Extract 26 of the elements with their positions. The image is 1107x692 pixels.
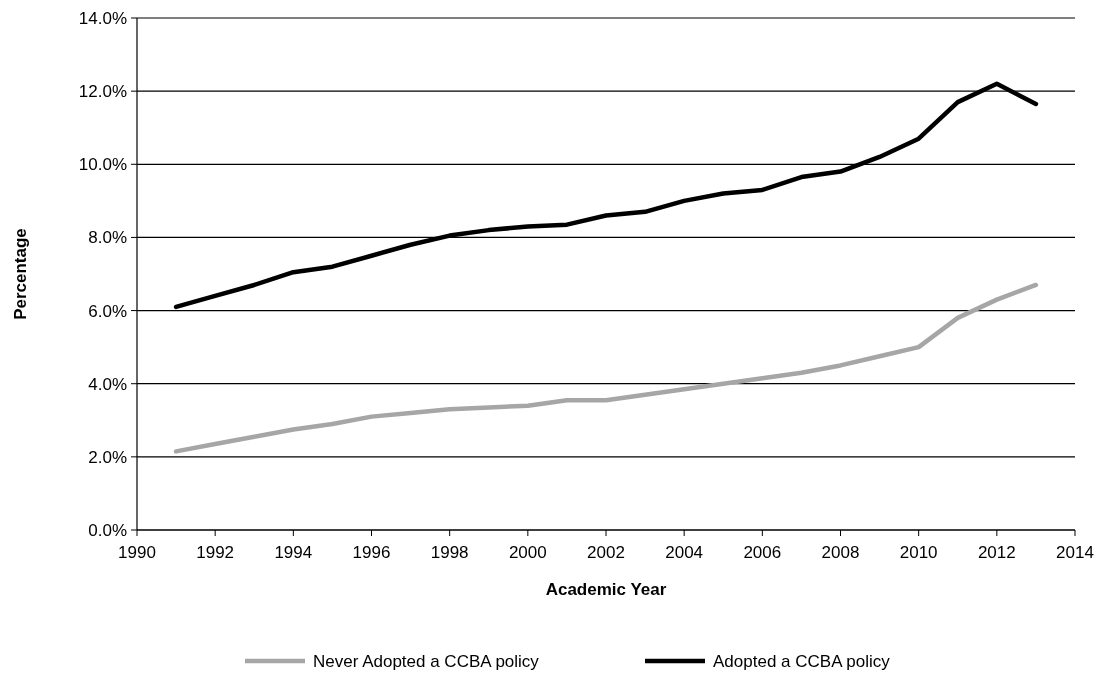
y-tick-label: 12.0% (78, 82, 127, 102)
line-series (173, 282, 1039, 454)
y-tick-label: 10.0% (78, 155, 127, 175)
y-tick-label: 6.0% (88, 301, 127, 321)
x-tick-label: 1992 (196, 543, 235, 562)
x-tick-label: 2008 (821, 543, 860, 562)
x-tick-label: 2014 (1056, 543, 1094, 562)
x-tick-label: 2006 (743, 543, 782, 562)
x-tick-label: 1990 (118, 543, 156, 562)
y-tick-label: 2.0% (88, 447, 127, 467)
x-tick-label: 1998 (430, 543, 469, 562)
y-tick-label: 8.0% (88, 228, 127, 248)
y-tick-label: 0.0% (88, 521, 127, 540)
x-tick-label: 2002 (587, 543, 625, 562)
legend-label: Adopted a CCBA policy (713, 652, 891, 671)
legend-label: Never Adopted a CCBA policy (313, 652, 540, 671)
x-tick-label: 1994 (274, 543, 313, 562)
x-axis-title: Academic Year (545, 580, 667, 599)
x-tick-label: 2012 (977, 543, 1016, 562)
y-tick-label: 4.0% (88, 374, 127, 394)
x-tick-label: 2004 (665, 543, 704, 562)
x-tick-label: 2010 (899, 543, 938, 562)
x-tick-label: 1996 (352, 543, 391, 562)
y-tick-label: 14.0% (78, 9, 127, 28)
x-tick-label: 2000 (508, 543, 547, 562)
y-axis-title: Percentage (11, 228, 30, 320)
